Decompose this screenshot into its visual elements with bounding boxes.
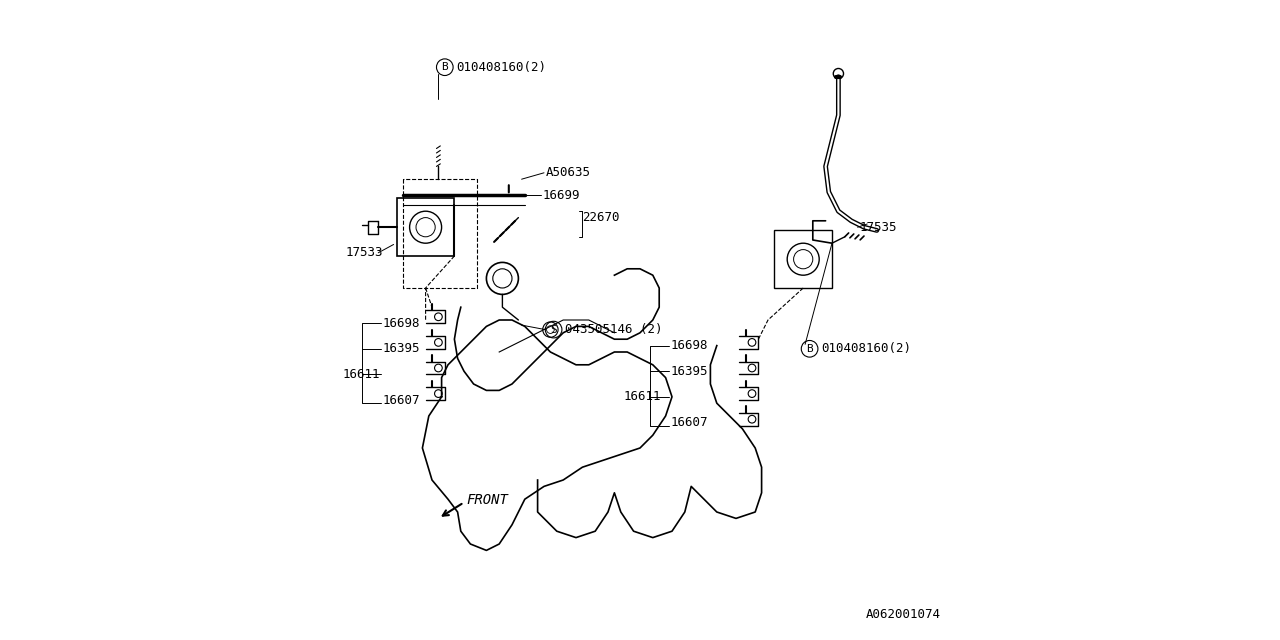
Text: 16611: 16611 bbox=[343, 368, 380, 381]
Text: B: B bbox=[806, 344, 813, 354]
Text: A50635: A50635 bbox=[545, 166, 590, 179]
Bar bbox=[774, 230, 832, 288]
Text: 010408160(2): 010408160(2) bbox=[457, 61, 547, 74]
Text: 16611: 16611 bbox=[625, 390, 662, 403]
Text: 16698: 16698 bbox=[671, 339, 708, 352]
Bar bbox=[397, 198, 454, 256]
Text: 16607: 16607 bbox=[383, 394, 420, 406]
Text: A062001074: A062001074 bbox=[865, 608, 941, 621]
Text: 16395: 16395 bbox=[671, 365, 708, 378]
Text: 043505146 (2): 043505146 (2) bbox=[566, 323, 663, 336]
Text: 16607: 16607 bbox=[671, 416, 708, 429]
Text: 17535: 17535 bbox=[860, 221, 897, 234]
Text: S: S bbox=[550, 324, 557, 335]
Text: FRONT: FRONT bbox=[466, 493, 508, 508]
Text: 16698: 16698 bbox=[383, 317, 420, 330]
Text: 17533: 17533 bbox=[346, 246, 383, 259]
Text: 16395: 16395 bbox=[383, 342, 420, 355]
Text: 22670: 22670 bbox=[582, 211, 620, 224]
Text: 16699: 16699 bbox=[543, 189, 580, 202]
Text: 010408160(2): 010408160(2) bbox=[822, 342, 911, 355]
Text: B: B bbox=[442, 62, 448, 72]
